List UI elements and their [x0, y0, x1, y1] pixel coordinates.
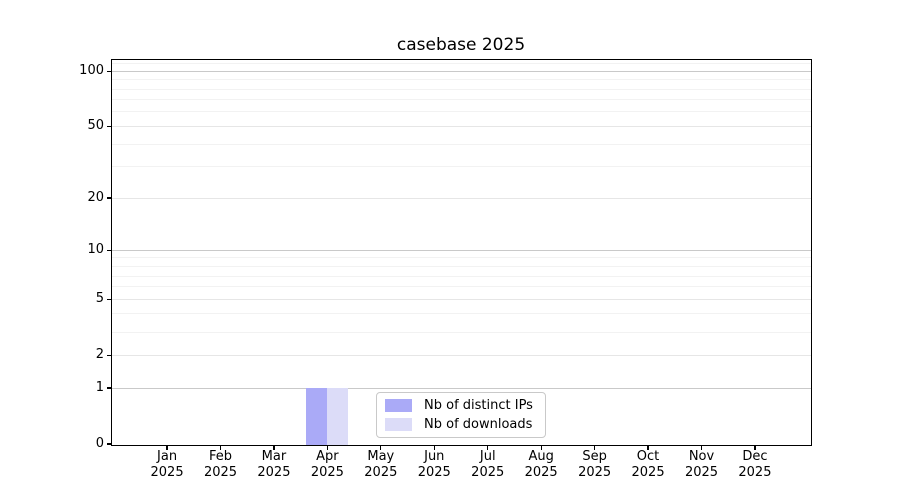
y-gridline — [111, 298, 811, 300]
x-tick-label: May 2025 — [351, 449, 411, 481]
x-tick-mark — [540, 445, 542, 450]
y-gridline-minor — [111, 63, 811, 65]
x-tick-month: Aug — [528, 449, 554, 464]
y-gridline — [111, 197, 811, 199]
x-tick-year: 2025 — [257, 465, 291, 480]
y-tick-label: 1 — [95, 380, 104, 395]
y-gridline — [111, 125, 811, 127]
x-tick-year: 2025 — [631, 465, 665, 480]
y-gridline-minor — [111, 257, 811, 259]
y-gridline-minor — [111, 79, 811, 81]
x-tick-mark — [647, 445, 649, 450]
x-tick-mark — [487, 445, 489, 450]
x-tick-label: Dec 2025 — [725, 449, 785, 481]
x-tick-label: Jun 2025 — [404, 449, 464, 481]
x-tick-year: 2025 — [738, 465, 772, 480]
x-tick-month: Oct — [636, 449, 660, 464]
x-tick-month: Jun — [424, 449, 445, 464]
x-tick-mark — [273, 445, 275, 450]
x-tick-year: 2025 — [417, 465, 451, 480]
x-tick-month: May — [367, 449, 395, 464]
x-tick-year: 2025 — [150, 465, 184, 480]
x-tick-month: Apr — [316, 449, 339, 464]
y-tick-label: 10 — [87, 242, 104, 258]
x-tick-month: Mar — [261, 449, 287, 464]
legend-swatch — [385, 399, 412, 413]
y-gridline — [111, 249, 811, 251]
x-tick-label: Nov 2025 — [672, 449, 732, 481]
x-tick-year: 2025 — [524, 465, 558, 480]
x-tick-mark — [326, 445, 328, 450]
y-gridline-minor — [111, 99, 811, 101]
x-tick-month: Dec — [742, 449, 768, 464]
y-gridline-minor — [111, 111, 811, 113]
y-gridline — [111, 387, 811, 389]
legend: Nb of distinct IPs Nb of downloads — [376, 392, 546, 438]
y-gridline — [111, 70, 811, 72]
x-tick-mark — [219, 445, 222, 450]
chart-title: casebase 2025 — [396, 35, 526, 55]
y-gridline-minor — [111, 143, 811, 145]
x-tick-label: Apr 2025 — [297, 449, 357, 481]
x-tick-label: Mar 2025 — [244, 449, 304, 481]
legend-entry: Nb of distinct IPs — [385, 398, 537, 413]
x-tick-mark — [166, 445, 168, 450]
plot-area — [110, 58, 812, 446]
y-tick-label: 0 — [95, 436, 104, 451]
y-tick-label: 100 — [79, 63, 104, 79]
y-gridline-minor — [111, 313, 811, 315]
x-tick-label: Sep 2025 — [565, 449, 625, 481]
x-tick-mark — [433, 445, 435, 450]
x-tick-label: Jul 2025 — [458, 449, 518, 481]
y-gridline-minor — [111, 166, 811, 168]
x-tick-year: 2025 — [203, 465, 238, 480]
x-tick-year: 2025 — [578, 465, 612, 480]
legend-label: Nb of downloads — [424, 416, 533, 432]
x-tick-label: Aug 2025 — [511, 449, 571, 481]
x-tick-month: Sep — [582, 449, 607, 464]
x-tick-label: Jan 2025 — [137, 449, 197, 481]
y-gridline — [111, 354, 811, 356]
y-tick-label: 5 — [95, 291, 104, 307]
x-tick-label: Oct 2025 — [618, 449, 678, 481]
x-tick-month: Feb — [208, 449, 232, 464]
y-gridline-minor — [111, 275, 811, 277]
x-tick-mark — [594, 445, 596, 450]
bar-downloads — [326, 387, 349, 445]
x-tick-mark — [754, 445, 756, 450]
x-tick-month: Jul — [479, 449, 496, 464]
x-tick-year: 2025 — [684, 465, 719, 480]
y-gridline-minor — [111, 286, 811, 288]
legend-label: Nb of distinct IPs — [424, 398, 533, 414]
y-gridline-minor — [111, 266, 811, 267]
y-tick-label: 20 — [87, 190, 104, 206]
y-gridline-minor — [111, 331, 811, 333]
x-tick-month: Nov — [688, 449, 715, 464]
y-tick-label: 50 — [87, 118, 104, 134]
x-tick-year: 2025 — [471, 465, 505, 480]
x-tick-month: Jan — [157, 449, 178, 464]
x-tick-label: Feb 2025 — [190, 449, 250, 481]
y-gridline-minor — [111, 88, 811, 90]
bar-distinct-ips — [305, 387, 327, 445]
y-tick-label: 2 — [95, 347, 104, 363]
legend-entry: Nb of downloads — [385, 417, 537, 432]
x-tick-mark — [700, 445, 703, 450]
legend-swatch — [385, 417, 412, 431]
x-tick-mark — [380, 445, 382, 450]
x-tick-year: 2025 — [364, 465, 398, 480]
x-tick-year: 2025 — [310, 465, 344, 480]
